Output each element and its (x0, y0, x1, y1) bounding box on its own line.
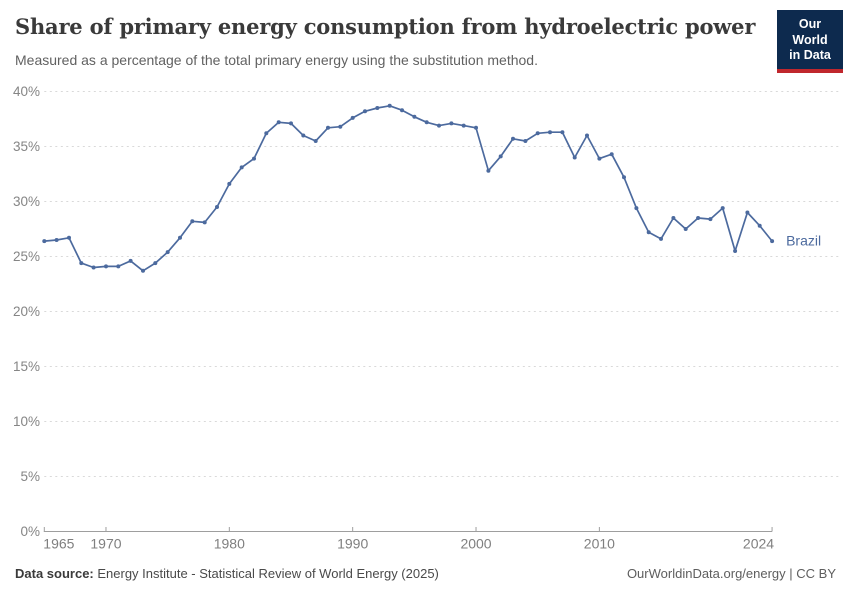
y-tick-label: 20% (13, 304, 40, 319)
series-point (400, 108, 404, 113)
series-point (153, 261, 158, 266)
series-point (375, 106, 380, 110)
x-tick-label: 1980 (214, 536, 245, 552)
y-tick-label: 40% (13, 84, 40, 99)
x-tick-label: 1970 (90, 536, 121, 552)
series-point (116, 264, 121, 269)
series-point (659, 236, 663, 241)
series-point (523, 139, 528, 143)
credit-link[interactable]: OurWorldinData.org/energy | CC BY (626, 566, 836, 581)
series-point (560, 130, 565, 135)
series-point (609, 152, 614, 157)
series-point (313, 139, 318, 143)
series-point (585, 133, 589, 138)
y-tick-label: 15% (13, 359, 40, 374)
series-point (387, 103, 392, 108)
series-point (289, 121, 293, 126)
data-source-note: Data source: Energy Institute - Statisti… (15, 566, 439, 581)
series-point (326, 125, 330, 130)
y-tick-label: 10% (13, 414, 40, 429)
series-point (104, 264, 108, 269)
series-point (215, 205, 219, 209)
y-tick-label: 0% (20, 524, 40, 539)
series-point (770, 239, 775, 244)
series-point (79, 261, 84, 266)
series-point (671, 216, 676, 220)
y-tick-label: 5% (20, 469, 40, 484)
series-point (202, 220, 207, 225)
series-point (535, 131, 540, 136)
series-point (646, 230, 651, 235)
data-source-text: Energy Institute - Statistical Review of… (93, 566, 439, 581)
series-point (276, 120, 281, 125)
series-point (498, 154, 503, 159)
series-point (128, 258, 133, 263)
x-tick-label: 1965 (43, 536, 74, 552)
series-point (622, 175, 626, 180)
series-point (165, 250, 170, 255)
series-point (190, 219, 195, 224)
series-point (572, 155, 577, 160)
owid-logo-line1: Our World (792, 17, 828, 47)
y-tick-label: 35% (13, 139, 40, 154)
series-point (141, 268, 145, 273)
y-tick-label: 25% (13, 249, 40, 264)
series-point (338, 124, 343, 129)
series-point (708, 217, 713, 222)
series-point (437, 123, 441, 128)
series-point (720, 206, 725, 211)
series-point (54, 238, 59, 242)
series-point (634, 206, 639, 211)
series-point (511, 136, 515, 141)
series-end-label: Brazil (786, 233, 821, 249)
owid-logo-line2: in Data (789, 48, 831, 63)
series-point (745, 210, 750, 215)
series-point (363, 109, 367, 114)
x-tick-label: 2024 (743, 536, 774, 552)
series-point (301, 133, 306, 138)
series-point (239, 165, 244, 170)
series-point (733, 249, 738, 253)
series-point (696, 216, 701, 220)
series-point (449, 121, 454, 126)
series-point (178, 235, 182, 240)
x-tick-label: 2000 (460, 536, 491, 552)
owid-logo[interactable]: Our World in Data (777, 10, 843, 73)
series-point (461, 123, 466, 128)
series-point (486, 168, 491, 173)
x-tick-label: 1990 (337, 536, 368, 552)
series-point (252, 156, 256, 161)
series-point (264, 131, 269, 136)
series-point (597, 156, 602, 161)
y-tick-label: 30% (13, 194, 40, 209)
page-title: Share of primary energy consumption from… (15, 14, 756, 39)
series-line (44, 104, 773, 272)
chart-canvas: 0% 5% 10% 15% 20% 25% 30% 35% 40% 1965 1970 1980 199… (13, 84, 841, 552)
series-point (412, 114, 417, 119)
series-point (67, 235, 71, 240)
series-point (548, 130, 552, 135)
series-point (42, 239, 47, 244)
data-source-label: Data source: (15, 566, 94, 581)
series-point (424, 120, 429, 125)
series-point (227, 181, 232, 186)
series-point (757, 223, 762, 228)
series-point (91, 265, 96, 270)
series-point (474, 125, 478, 130)
series-point (350, 115, 355, 120)
chart-subtitle: Measured as a percentage of the total pr… (15, 52, 538, 68)
series-point (683, 227, 688, 231)
x-tick-label: 2010 (584, 536, 615, 552)
